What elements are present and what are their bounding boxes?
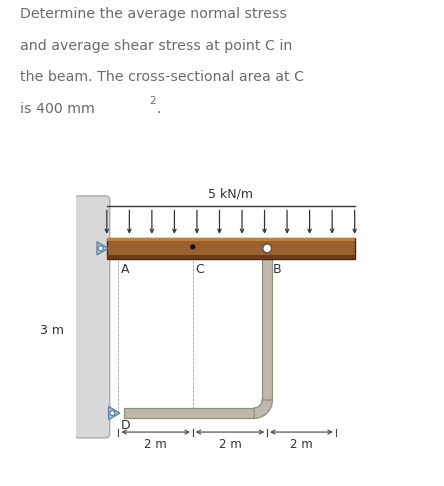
FancyBboxPatch shape xyxy=(75,196,110,438)
Circle shape xyxy=(191,245,195,249)
Text: 2 m: 2 m xyxy=(144,438,167,451)
Circle shape xyxy=(110,411,115,416)
Text: 2: 2 xyxy=(149,96,156,106)
Text: 3 m: 3 m xyxy=(40,324,64,337)
Text: is 400 mm: is 400 mm xyxy=(20,102,95,116)
Circle shape xyxy=(98,246,103,251)
Text: Determine the average normal stress: Determine the average normal stress xyxy=(20,7,287,21)
Text: D: D xyxy=(121,419,131,432)
Bar xyxy=(107,255,355,259)
Text: 2 m: 2 m xyxy=(218,438,242,451)
Text: the beam. The cross-sectional area at C: the beam. The cross-sectional area at C xyxy=(20,70,304,85)
Polygon shape xyxy=(109,406,120,420)
Text: C: C xyxy=(195,263,204,276)
Text: .: . xyxy=(156,102,161,116)
Bar xyxy=(107,238,355,259)
Polygon shape xyxy=(97,242,108,255)
Bar xyxy=(107,238,355,241)
Text: 5 kN/m: 5 kN/m xyxy=(208,187,253,200)
Circle shape xyxy=(263,244,272,253)
Bar xyxy=(124,408,254,418)
Text: and average shear stress at point C in: and average shear stress at point C in xyxy=(20,39,292,53)
Polygon shape xyxy=(254,400,273,418)
Bar xyxy=(262,259,273,400)
Text: B: B xyxy=(273,263,281,276)
Text: A: A xyxy=(121,263,129,276)
Text: 2 m: 2 m xyxy=(290,438,313,451)
